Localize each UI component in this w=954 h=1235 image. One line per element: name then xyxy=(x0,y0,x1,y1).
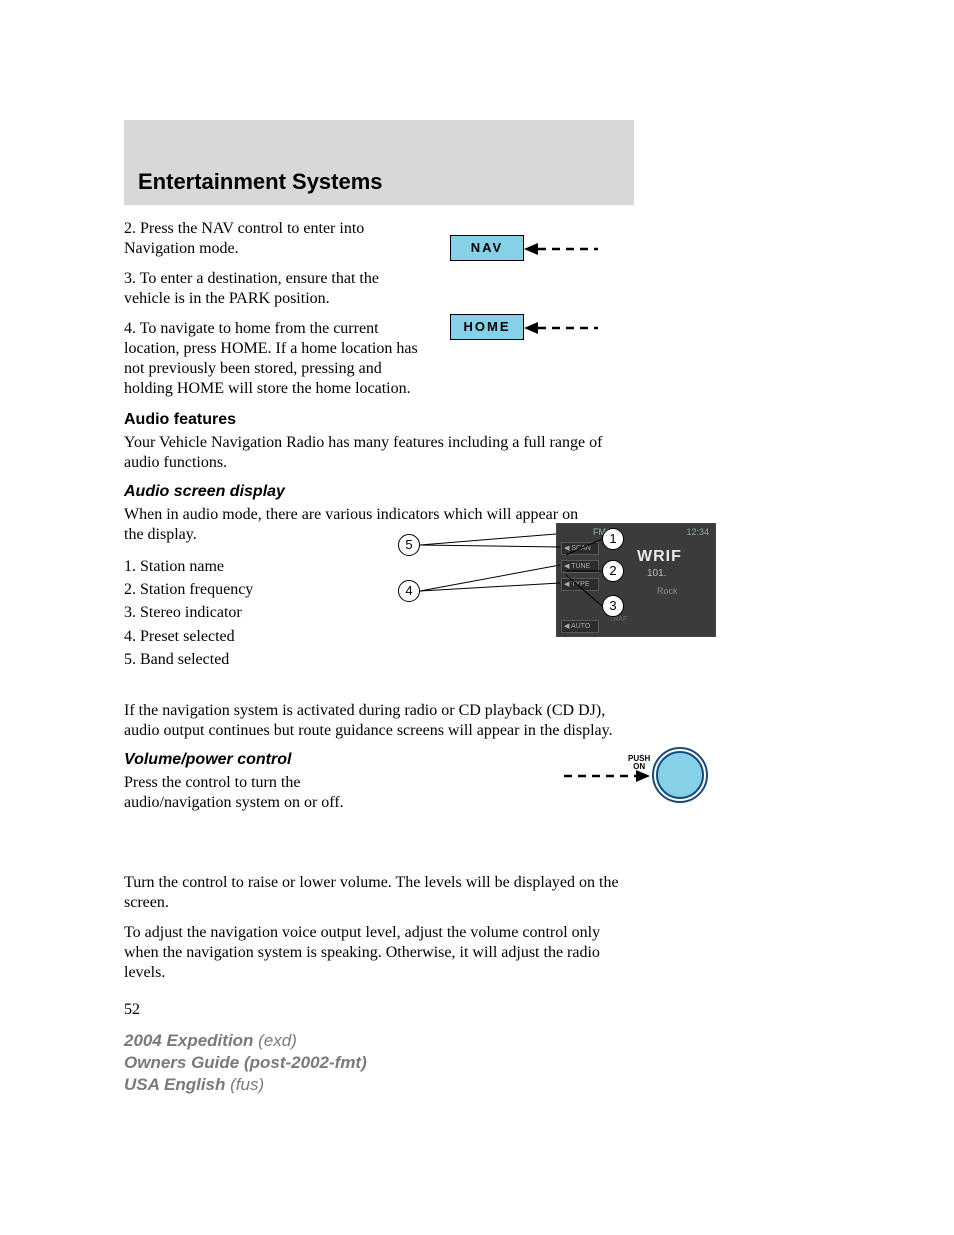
volume-p1: Press the control to turn the audio/navi… xyxy=(124,773,384,813)
page-title: Entertainment Systems xyxy=(138,169,383,195)
knob-arrow-icon xyxy=(564,773,654,779)
list-item: 5. Band selected xyxy=(124,648,830,671)
volume-p2: Turn the control to raise or lower volum… xyxy=(124,873,624,913)
step-2: 2. Press the NAV control to enter into N… xyxy=(124,219,424,259)
footer-model: 2004 Expedition xyxy=(124,1031,258,1050)
page-number: 52 xyxy=(124,1001,830,1019)
nav-arrow-icon xyxy=(524,247,604,251)
footer-line-3: USA English (fus) xyxy=(124,1074,367,1096)
header-band: Entertainment Systems xyxy=(124,120,634,205)
step-4: 4. To navigate to home from the current … xyxy=(124,319,424,399)
home-button-graphic: HOME xyxy=(450,314,524,340)
volume-p3: To adjust the navigation voice output le… xyxy=(124,923,624,983)
display-station: WRIF xyxy=(637,548,682,566)
home-arrow-icon xyxy=(524,326,604,330)
knob-on: ON xyxy=(633,762,645,771)
display-time: 12:34 xyxy=(686,527,709,537)
footer-code-1: (exd) xyxy=(258,1031,297,1050)
footer-code-3: (fus) xyxy=(230,1075,264,1094)
display-genre: Rock xyxy=(657,586,678,596)
audio-features-heading: Audio features xyxy=(124,411,830,429)
knob-label: PUSH ON xyxy=(628,755,650,771)
knob-face-icon xyxy=(656,751,704,799)
footer: 2004 Expedition (exd) Owners Guide (post… xyxy=(124,1030,367,1096)
audio-features-intro: Your Vehicle Navigation Radio has many f… xyxy=(124,433,624,473)
footer-line-2: Owners Guide (post-2002-fmt) xyxy=(124,1052,367,1074)
footer-lang: USA English xyxy=(124,1075,230,1094)
display-frequency: 101. xyxy=(647,568,666,579)
callout-leaders xyxy=(394,520,634,650)
audio-screen-note: If the navigation system is activated du… xyxy=(124,701,614,741)
page-content: Entertainment Systems 2. Press the NAV c… xyxy=(124,120,830,1019)
footer-line-1: 2004 Expedition (exd) xyxy=(124,1030,367,1052)
volume-knob-graphic: PUSH ON xyxy=(574,745,724,805)
audio-screen-heading: Audio screen display xyxy=(124,483,830,501)
nav-button-graphic: NAV xyxy=(450,235,524,261)
volume-heading: Volume/power control xyxy=(124,751,830,769)
step-3: 3. To enter a destination, ensure that t… xyxy=(124,269,414,309)
